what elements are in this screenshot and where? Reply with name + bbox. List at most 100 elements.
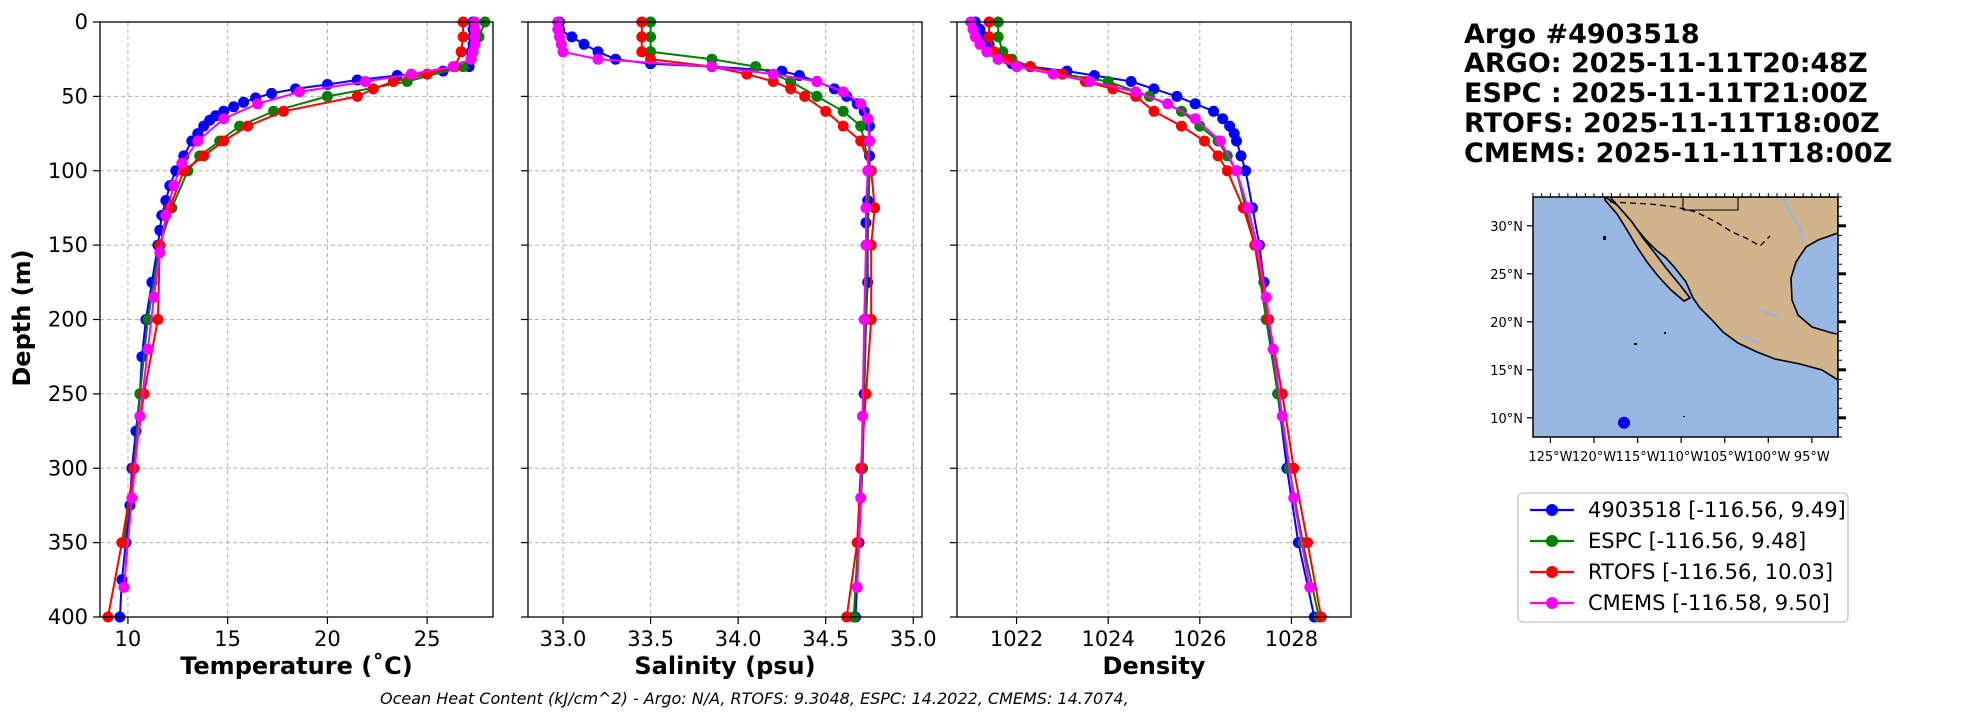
depth-tick-label: 350 (48, 531, 88, 555)
temperature-cmems-point (134, 410, 146, 422)
temperature-4903518-point (198, 120, 210, 132)
density-cmems-point (1189, 113, 1201, 125)
density-4903518-point (1240, 165, 1252, 177)
salinity-4903518-point (578, 38, 590, 50)
map-river (1739, 197, 1804, 344)
density-cmems-point (1276, 410, 1288, 422)
temperature-rtofs-point (455, 46, 467, 58)
salinity-rtofs-point (820, 105, 832, 117)
map-baja-california (1604, 197, 1692, 302)
title-block: Argo #4903518 ARGO: 2025-11-11T20:48Z ES… (1464, 19, 1892, 169)
density-cmems-point (1084, 76, 1096, 87)
density-4903518-point (1235, 150, 1247, 162)
salinity-4903518-point (566, 31, 578, 43)
depth-tick-label: 0 (75, 10, 88, 34)
temperature-rtofs-point (198, 150, 210, 162)
map-ticks: 30°N 25°N 20°N 15°N 10°N 125°W 120°W 115°W 110°W… (1490, 193, 1846, 465)
map-lon-label: 100°W (1746, 450, 1790, 465)
density-cmems-point (992, 53, 1004, 65)
salinity-rtofs-line (640, 22, 876, 618)
temperature-rtofs-point (278, 105, 289, 117)
temperature-cmems-line (122, 22, 476, 588)
map-lat-label: 25°N (1490, 268, 1523, 283)
density-cmems-point (1130, 86, 1142, 98)
density-cmems-point (981, 46, 993, 58)
location-map: 30°N 25°N 20°N 15°N 10°N 125°W 120°W 115°W 110°W… (1490, 193, 1846, 465)
density-cmems-point (974, 38, 986, 50)
salinity-xtick-label: 34.5 (802, 627, 849, 651)
profile-panels: 10 15 20 25050100150200250300350400Temperat… (48, 10, 1352, 680)
temperature-cmems-point (168, 180, 180, 192)
depth-tick-label: 150 (48, 233, 88, 257)
depth-tick-label: 400 (48, 605, 88, 629)
temperature-panel: 10 15 20 25050100150200250300350400Temperat… (48, 10, 494, 680)
density-rtofs-point (983, 31, 995, 43)
salinity-rtofs-point (837, 120, 849, 132)
salinity-rtofs-point (855, 135, 867, 147)
title-rtofs-time: RTOFS: 2025-11-11T18:00Z (1464, 108, 1880, 139)
salinity-cmems-point (857, 410, 868, 422)
density-4903518-point (1231, 135, 1242, 147)
density-cmems-point (1231, 165, 1242, 177)
temperature-cmems-point (252, 98, 264, 110)
salinity-cmems-point (592, 53, 604, 65)
legend-entry-label: CMEMS [-116.58, 9.50] (1588, 591, 1830, 615)
density-xtick-label: 1024 (1081, 627, 1134, 651)
salinity-rtofs-point (636, 31, 648, 43)
density-xtick-label: 1026 (1173, 627, 1226, 651)
salinity-cmems-point (855, 98, 867, 110)
temperature-xtick-label: 25 (414, 627, 441, 651)
temperature-cmems-point (142, 343, 154, 355)
density-panel: 1022 1024 1026 1028 Density (950, 16, 1352, 680)
salinity-xtick-label: 33.5 (627, 627, 674, 651)
temperature-4903518-point (238, 96, 250, 108)
salinity-cmems-point (855, 492, 867, 504)
density-cmems-point (1214, 135, 1226, 147)
density-cmems-point (1267, 343, 1279, 355)
density-cmems-point (1162, 98, 1174, 110)
map-lon-label: 125°W (1528, 450, 1572, 465)
temperature-rtofs-point (218, 135, 230, 147)
salinity-4903518-point (610, 53, 622, 65)
map-lon-label: 115°W (1615, 450, 1659, 465)
temperature-4903518-point (228, 101, 240, 113)
title-argo-time: ARGO: 2025-11-11T20:48Z (1464, 48, 1868, 79)
temperature-rtofs-point (367, 83, 379, 95)
salinity-rtofs-point (636, 46, 648, 58)
depth-tick-label: 50 (61, 84, 88, 108)
legend-swatch-marker (1546, 535, 1558, 547)
density-4903518-point (1171, 90, 1183, 102)
salinity-cmems-point (862, 113, 874, 125)
density-cmems-point (1242, 202, 1254, 214)
salinity-panel: 33.0 33.5 34.0 34.5 35.0 Salinity (psu) (521, 16, 937, 680)
salinity-rtofs-point (799, 90, 811, 102)
temperature-4903518-point (266, 87, 278, 99)
temperature-cmems-point (192, 135, 204, 147)
temperature-cmems-point (218, 113, 230, 125)
temperature-cmems-point (160, 209, 172, 221)
map-lat-label: 20°N (1490, 316, 1523, 331)
depth-tick-label: 200 (48, 308, 88, 332)
legend-box (1517, 492, 1849, 623)
map-lon-label: 95°W (1794, 450, 1830, 465)
density-4903518-point (1208, 105, 1220, 117)
salinity-axis-title: Salinity (psu) (634, 652, 815, 680)
density-cmems-point (1260, 291, 1272, 303)
salinity-xtick-label: 35.0 (890, 627, 937, 651)
salinity-xtick-label: 34.0 (715, 627, 762, 651)
temperature-cmems-point (359, 76, 371, 87)
density-cmems-point (1047, 68, 1059, 80)
density-xtick-label: 1022 (990, 627, 1043, 651)
temperature-xtick-label: 10 (115, 627, 142, 651)
temperature-cmems-point (126, 492, 138, 504)
temperature-rtofs-point (457, 31, 469, 43)
temperature-axis-title: Temperature (˚C) (180, 652, 413, 680)
legend: 4903518 [-116.56, 9.49] ESPC [-116.56, 9.… (1517, 492, 1849, 623)
map-lat-label: 30°N (1490, 220, 1523, 235)
salinity-cmems-point (811, 76, 823, 87)
salinity-cmems-point (860, 239, 872, 251)
legend-entry-label: ESPC [-116.56, 9.48] (1588, 529, 1806, 553)
salinity-cmems-point (864, 135, 875, 147)
map-lon-label: 105°W (1703, 450, 1747, 465)
